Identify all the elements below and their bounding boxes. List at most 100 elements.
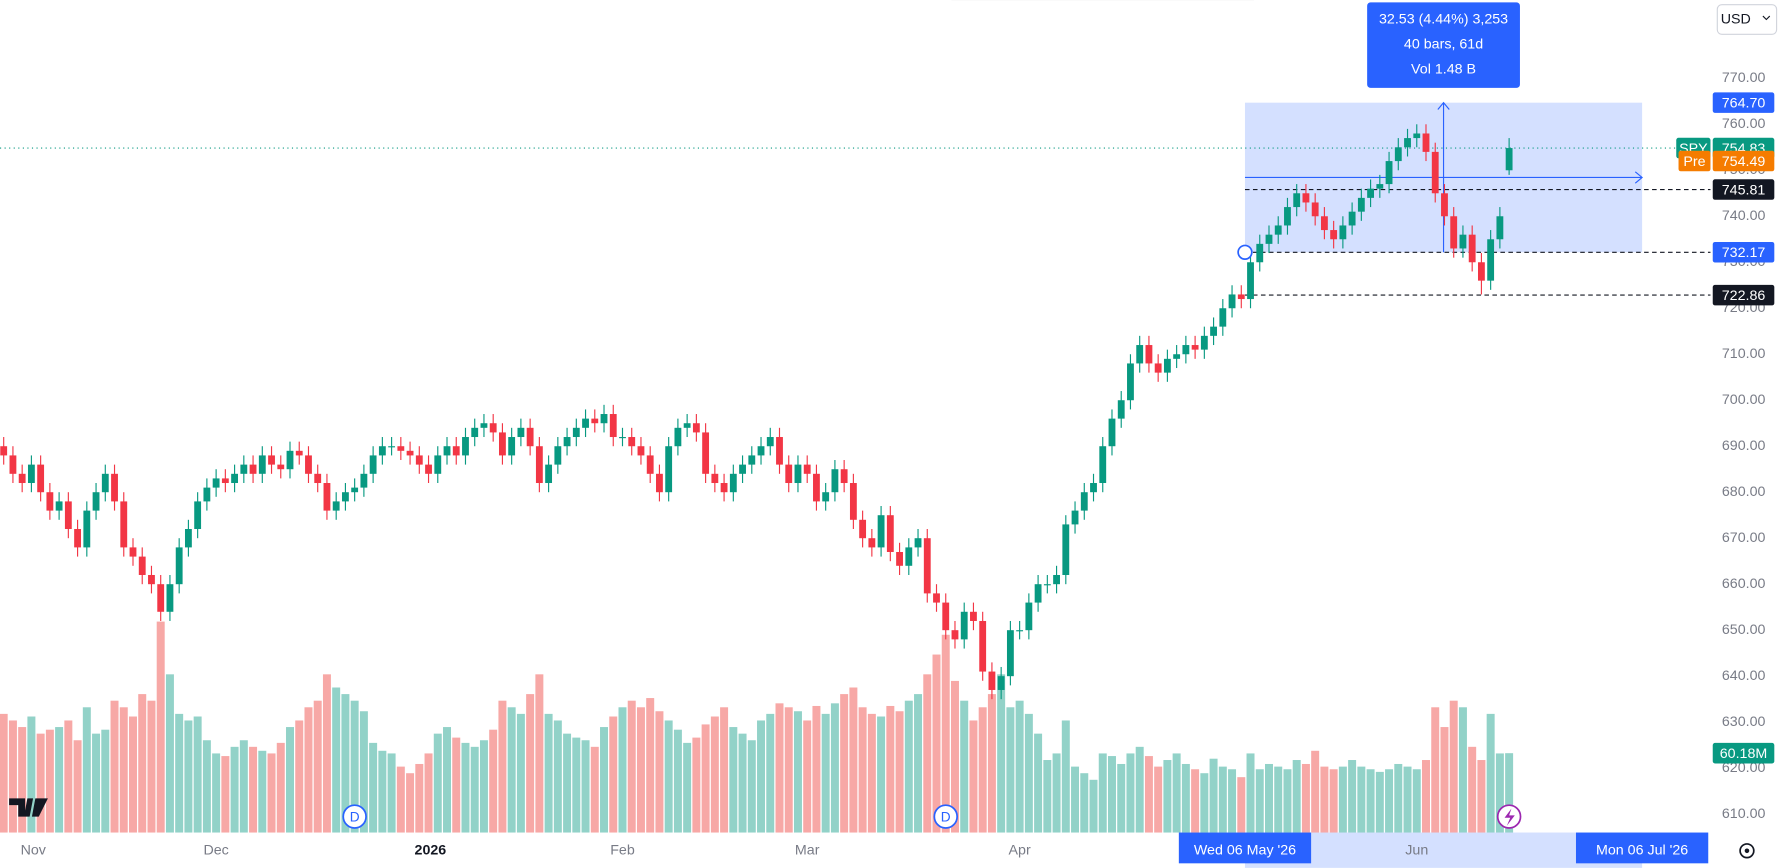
volume-bar [1089, 779, 1098, 833]
candle-body [1459, 234, 1467, 249]
dividend-marker[interactable]: D [342, 804, 367, 829]
volume-bar [766, 713, 775, 833]
x-tick-label: Dec [203, 843, 228, 859]
volume-bar [664, 720, 673, 833]
candle-body [637, 446, 645, 456]
candle-body [212, 478, 220, 488]
volume-bar [1311, 750, 1320, 833]
volume-bar [803, 720, 812, 833]
y-tick-label: 760.00 [1722, 116, 1766, 132]
currency-box[interactable] [1716, 4, 1778, 35]
volume-bar [1163, 760, 1172, 833]
candle-body [1136, 345, 1144, 364]
measure-top-tag-bg [1712, 92, 1775, 113]
measure-axis-band [1244, 832, 1643, 868]
volume-bar [914, 694, 923, 833]
candle-body [314, 473, 322, 484]
candle-body [0, 446, 8, 456]
candle-body [849, 483, 857, 520]
candle-body [277, 464, 285, 470]
volume-bar [627, 700, 636, 833]
candle-body [683, 423, 691, 428]
volume-bar [1292, 760, 1301, 833]
candle-body [323, 483, 331, 511]
candle-body [129, 547, 137, 557]
volume-bar [1034, 733, 1043, 833]
volume-bar [1024, 713, 1033, 833]
volume-bar [304, 707, 313, 833]
volume-bar [1237, 777, 1246, 833]
volume-bar [600, 727, 609, 833]
gear-center[interactable] [1744, 848, 1750, 854]
volume-bar [1126, 753, 1135, 833]
candle-body [268, 455, 275, 465]
volume-bar [1080, 773, 1089, 833]
candle-body [18, 473, 26, 484]
volume-bar [461, 742, 470, 833]
candle-body [27, 464, 35, 484]
volume-bar [1348, 760, 1357, 833]
y-tick-label: 610.00 [1722, 806, 1766, 822]
volume-bar [535, 674, 544, 833]
candle-body [1191, 345, 1199, 350]
candle-body [443, 446, 451, 456]
dividend-label: D [941, 809, 951, 824]
candle-body [1163, 358, 1171, 373]
volume-bar [73, 740, 82, 833]
candle-body [1099, 446, 1107, 484]
volume-bar [655, 711, 664, 833]
dropdown-arrow[interactable] [1762, 15, 1771, 21]
candle-body [203, 487, 211, 502]
candle-body [1367, 188, 1375, 198]
candle-body [249, 464, 257, 474]
volume-bar [8, 720, 17, 833]
volume-bar [636, 707, 645, 833]
volume-bar [1052, 753, 1061, 833]
volume-bar [184, 720, 193, 833]
volume-bar [840, 694, 849, 833]
volume-bar [1274, 766, 1283, 833]
volume-bar [1477, 760, 1486, 833]
candle-body [1173, 354, 1181, 359]
y-tick-label: 690.00 [1722, 438, 1766, 454]
volume-bar [1246, 753, 1255, 833]
currency-text[interactable]: USD [1721, 11, 1751, 27]
measure-date-label: Mon 06 Jul '26 [1596, 843, 1688, 859]
volume-bar [332, 687, 341, 833]
volume-bar [720, 707, 729, 833]
volume-bar [92, 733, 101, 833]
volume-bar [1191, 769, 1200, 833]
measure-date-bg [1575, 832, 1709, 864]
candle-body [997, 676, 1005, 690]
volume-bar [1366, 769, 1375, 833]
candle-body [720, 483, 728, 493]
volume-bar [1329, 769, 1338, 833]
measure-info-text: 32.53 (4.44%) 3,253 [1379, 11, 1508, 27]
candle-body [1394, 147, 1402, 162]
candle-body [896, 551, 903, 566]
volume-bar [969, 720, 978, 833]
volume-bar [82, 707, 91, 833]
gear[interactable] [1739, 843, 1755, 859]
measure-top-tag: 764.70 [1722, 96, 1766, 112]
volume-bar [572, 737, 581, 833]
candle-body [785, 464, 793, 484]
candle-body [1154, 363, 1162, 373]
candle-body [1450, 216, 1458, 249]
candle-body [979, 620, 987, 672]
y-tick-label: 700.00 [1722, 392, 1766, 408]
candle-body [55, 501, 63, 511]
volume-bar [433, 733, 442, 833]
candle-body [970, 611, 977, 621]
candle-body [988, 671, 996, 690]
volume-bar [618, 707, 627, 833]
dividend-circle [933, 804, 958, 829]
volume-bar [202, 740, 211, 833]
candle-body [406, 450, 414, 456]
dividend-marker[interactable]: D [933, 804, 958, 829]
candle-body [794, 464, 802, 484]
settings-icon[interactable] [1739, 843, 1755, 859]
currency-select[interactable]: USD [1716, 4, 1778, 35]
